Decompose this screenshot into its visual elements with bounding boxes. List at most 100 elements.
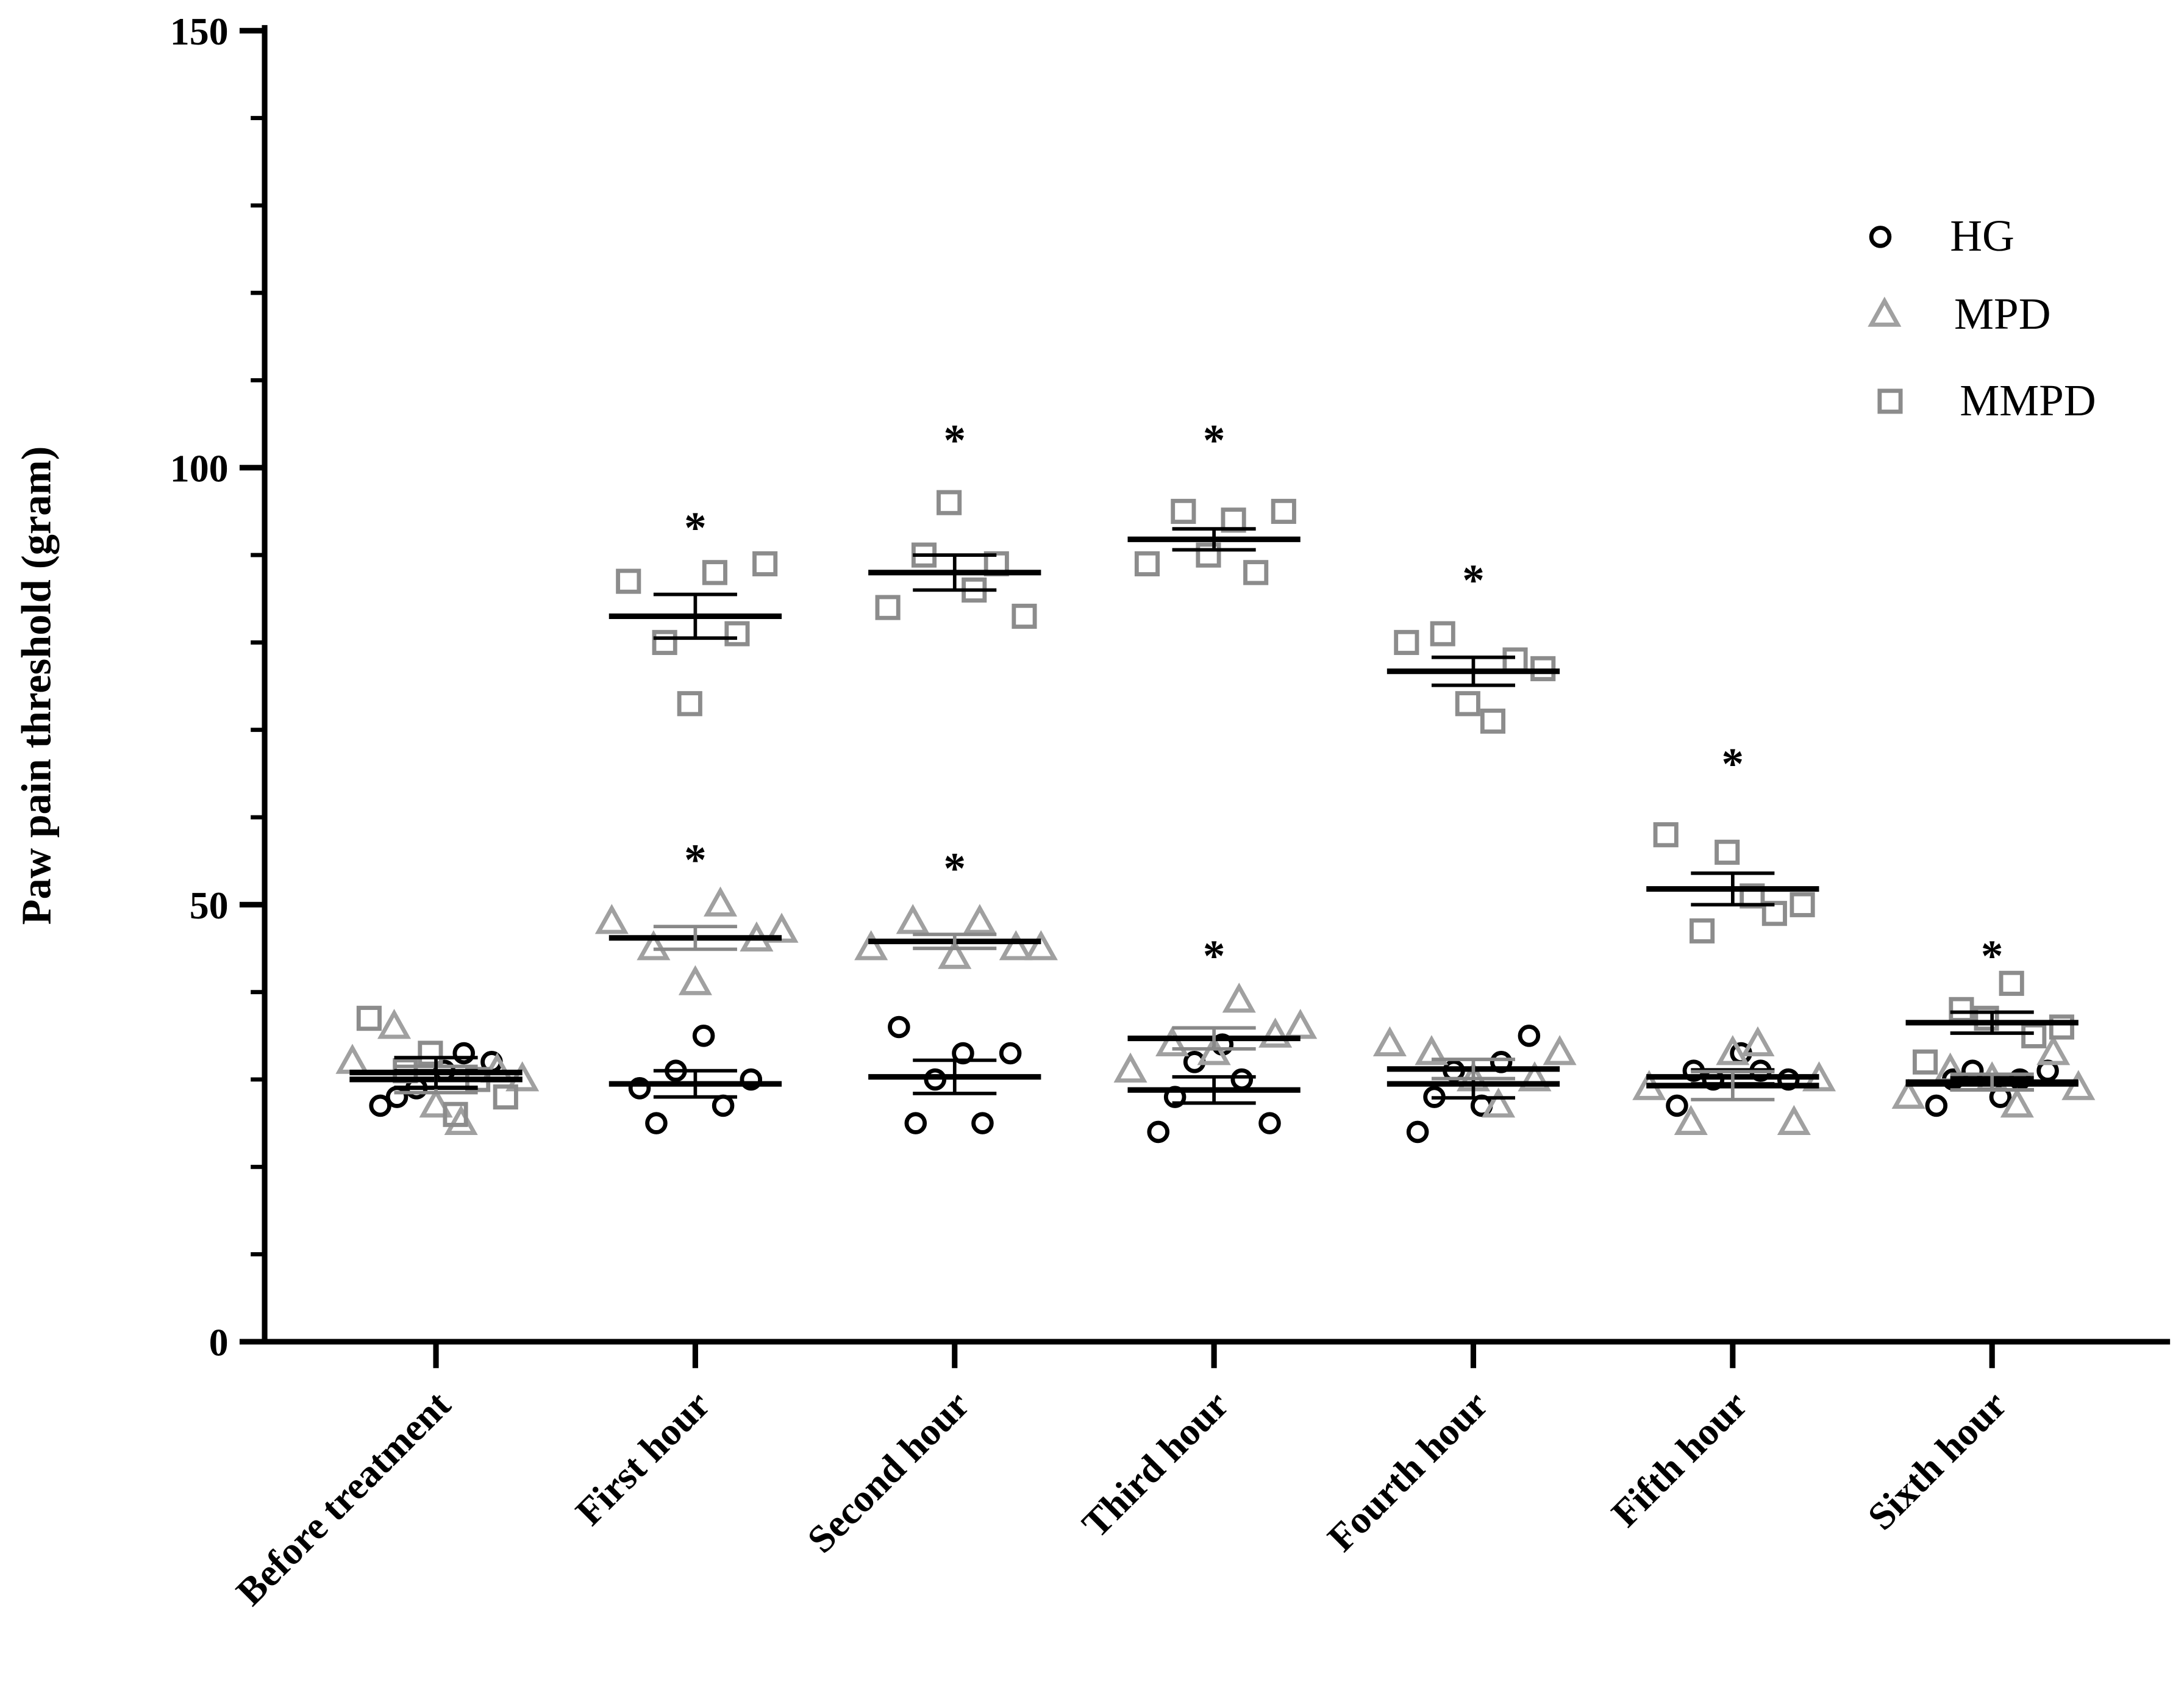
legend-marker: [1877, 388, 1903, 414]
point: [999, 930, 1033, 961]
point: [2036, 1035, 2071, 1065]
significance-mark: *: [1203, 931, 1226, 981]
point: [1372, 1026, 1407, 1057]
error-bar: [913, 1058, 997, 1095]
point: [377, 1009, 412, 1039]
x-tick-label: First hour: [567, 1383, 718, 1533]
point: [1283, 1009, 1318, 1039]
point: [1271, 498, 1296, 525]
legend-marker: [1868, 296, 1902, 327]
point: [369, 1094, 391, 1117]
point: [1999, 970, 2024, 996]
point: [1666, 1094, 1688, 1117]
point: [594, 904, 629, 934]
point: [1653, 822, 1679, 848]
point: [1912, 1049, 1938, 1075]
point: [616, 568, 641, 594]
point: [740, 1068, 763, 1091]
point: [2000, 1087, 2034, 1118]
point: [1430, 621, 1455, 646]
significance-mark: *: [1203, 415, 1226, 465]
x-tick-label: Sixth hour: [1859, 1383, 2014, 1538]
point: [937, 490, 962, 515]
point: [677, 691, 702, 717]
x-tick-label: Fifth hour: [1603, 1383, 1755, 1535]
error-bar: [1172, 527, 1256, 552]
error-bar: [1950, 1010, 2034, 1035]
error-bar: [1691, 1070, 1775, 1101]
point: [652, 629, 677, 655]
point: [854, 930, 888, 961]
point: [888, 1015, 910, 1039]
point: [692, 1025, 715, 1047]
point: [1258, 1017, 1293, 1048]
legend-marker: [1869, 226, 1892, 248]
point: [1949, 997, 1974, 1022]
error-bar: [1172, 1026, 1256, 1051]
x-tick-label: Second hour: [799, 1383, 977, 1561]
point: [938, 939, 972, 969]
point: [452, 1042, 476, 1065]
point: [2049, 1014, 2074, 1040]
point: [1222, 983, 1256, 1013]
point: [1406, 1120, 1429, 1144]
significance-mark: *: [1981, 931, 2004, 981]
y-tick-label: 150: [170, 10, 229, 53]
point: [1171, 498, 1196, 525]
point: [1482, 1087, 1516, 1118]
point: [1455, 691, 1480, 717]
x-tick-label: Before treatment: [228, 1382, 459, 1613]
significance-mark: *: [684, 835, 707, 884]
y-tick-label: 0: [209, 1321, 229, 1364]
point: [1674, 1105, 1708, 1136]
point: [1258, 1112, 1281, 1134]
error-bar: [1950, 1072, 2034, 1092]
point: [875, 595, 901, 620]
point: [999, 1042, 1022, 1065]
y-axis-label: Paw pain threshold (gram): [13, 446, 59, 925]
significance-mark: *: [943, 415, 966, 465]
point: [385, 1086, 409, 1108]
point: [1415, 1035, 1449, 1065]
point: [1243, 560, 1269, 585]
y-tick-label: 50: [190, 884, 229, 927]
point: [1518, 1061, 1552, 1092]
point: [1197, 1035, 1231, 1065]
point: [1925, 1094, 1948, 1117]
point: [1394, 629, 1419, 655]
point: [1230, 1068, 1254, 1091]
legend-label: MPD: [1954, 289, 2050, 338]
point: [963, 904, 997, 934]
point: [1543, 1035, 1577, 1065]
legend-label: HG: [1950, 211, 2014, 260]
point: [752, 551, 778, 577]
point: [971, 1112, 994, 1134]
point: [1024, 930, 1058, 961]
error-bar: [653, 925, 737, 951]
significance-mark: *: [1462, 555, 1485, 604]
point: [904, 1112, 927, 1134]
error-bar: [1431, 1058, 1516, 1081]
point: [1690, 918, 1715, 943]
point: [2021, 1023, 2047, 1048]
point: [443, 1101, 468, 1127]
point: [952, 1042, 974, 1065]
point: [1974, 1006, 1999, 1031]
x-tick-label: Third hour: [1074, 1383, 1237, 1546]
point: [1741, 1026, 1775, 1057]
point: [702, 560, 727, 585]
error-bar: [653, 592, 737, 640]
point: [1012, 603, 1037, 629]
significance-mark: *: [684, 503, 707, 552]
point: [335, 1044, 369, 1074]
error-bar: [1691, 871, 1775, 907]
point: [1891, 1078, 1925, 1109]
point: [1716, 1035, 1750, 1065]
point: [1134, 551, 1160, 577]
point: [712, 1094, 735, 1117]
point: [1715, 839, 1740, 865]
point: [493, 1084, 518, 1110]
point: [1155, 1026, 1190, 1057]
